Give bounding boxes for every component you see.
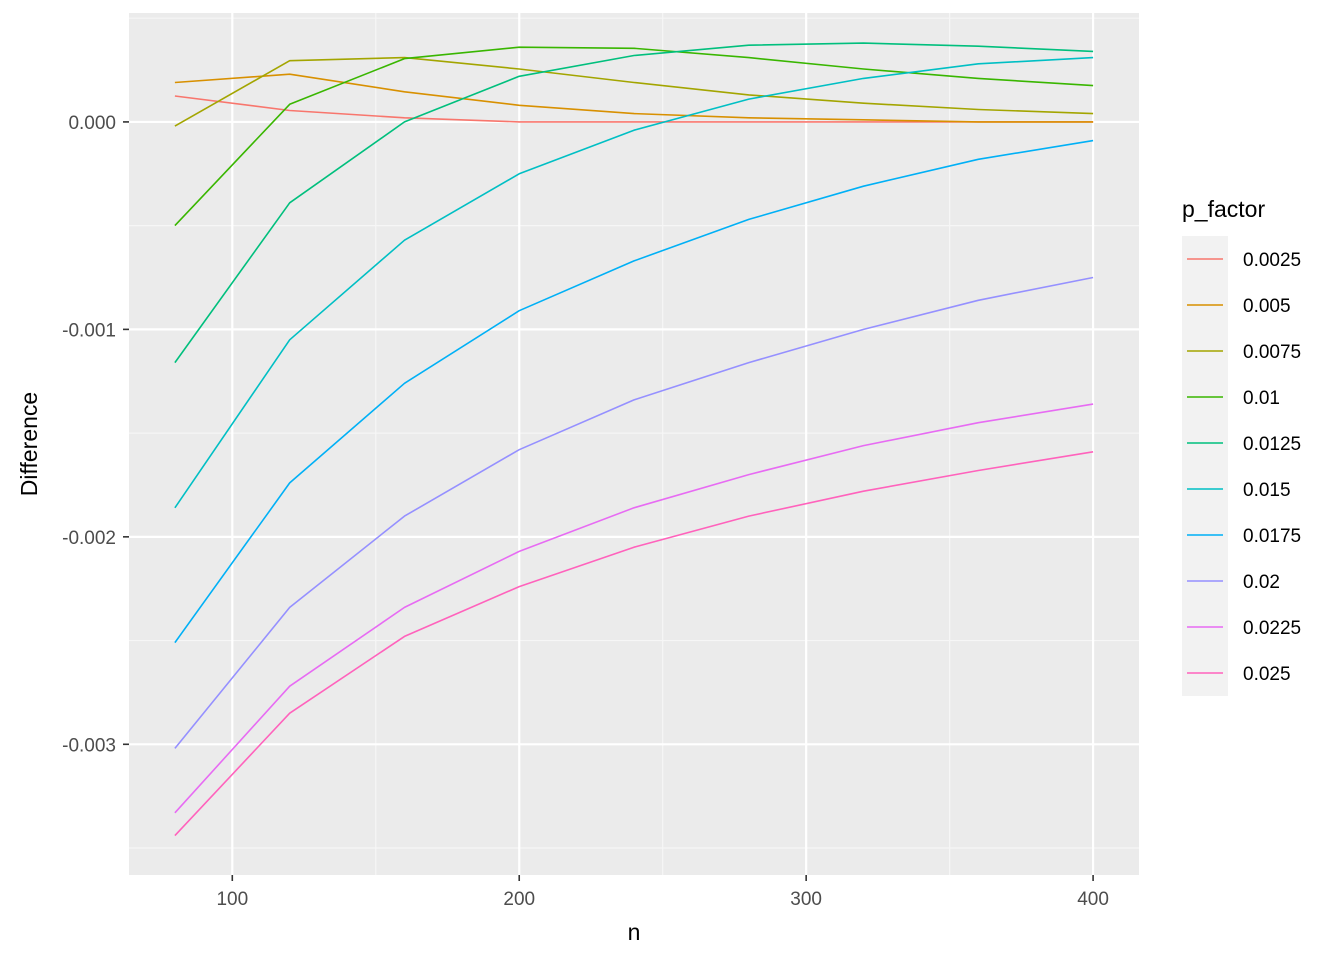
legend-item-3: 0.01 [1187,388,1280,409]
legend-item-1: 0.005 [1187,296,1291,317]
legend-item-9: 0.025 [1187,664,1291,685]
legend-item-8: 0.0225 [1187,618,1301,639]
x-tick-label-1: 200 [503,889,535,910]
series-line-5 [174,56,1094,509]
series-line-1 [174,73,1094,123]
legend-label-6: 0.0175 [1243,526,1301,547]
y-tick-label-1: -0.001 [62,320,116,341]
legend-label-9: 0.025 [1243,664,1291,685]
legend-items: 0.0025 0.005 0.0075 0.01 0.0125 0.015 0.0175 0.… [1187,250,1301,685]
legend-item-7: 0.02 [1187,572,1280,593]
y-tick-label-0: 0.000 [68,113,116,134]
legend-item-6: 0.0175 [1187,526,1301,547]
legend-label-7: 0.02 [1243,572,1280,593]
legend-label-8: 0.0225 [1243,618,1301,639]
y-axis-title: Difference [16,392,42,496]
series-line-3 [174,46,1094,227]
minor-gridlines [129,13,1139,875]
series-line-7 [174,276,1094,749]
x-tick-label-2: 300 [790,889,822,910]
x-axis-title: n [628,919,641,945]
x-tick-label-3: 400 [1077,889,1109,910]
legend-label-1: 0.005 [1243,296,1291,317]
series-lines [174,42,1094,837]
x-tick-label-0: 100 [216,889,248,910]
series-line-4 [174,42,1094,364]
legend-label-4: 0.0125 [1243,434,1301,455]
legend-item-0: 0.0025 [1187,250,1301,271]
y-tick-label-3: -0.003 [62,735,116,756]
series-line-2 [174,56,1094,127]
series-line-8 [174,403,1094,814]
legend: p_factor 0.0025 0.005 0.0075 0.01 0.0125 0.01… [1182,196,1301,696]
legend-label-3: 0.01 [1243,388,1280,409]
legend-item-4: 0.0125 [1187,434,1301,455]
x-axis: 100 200 300 400 [216,875,1109,910]
series-line-6 [174,139,1094,644]
legend-title: p_factor [1182,196,1265,222]
y-tick-label-2: -0.002 [62,528,116,549]
legend-label-0: 0.0025 [1243,250,1301,271]
series-line-9 [174,451,1094,837]
legend-item-5: 0.015 [1187,480,1291,501]
legend-item-2: 0.0075 [1187,342,1301,363]
y-axis: 0.000 -0.001 -0.002 -0.003 [62,113,129,756]
legend-key-background [1182,236,1228,696]
legend-label-5: 0.015 [1243,480,1291,501]
legend-label-2: 0.0075 [1243,342,1301,363]
plot-panel [129,13,1139,875]
